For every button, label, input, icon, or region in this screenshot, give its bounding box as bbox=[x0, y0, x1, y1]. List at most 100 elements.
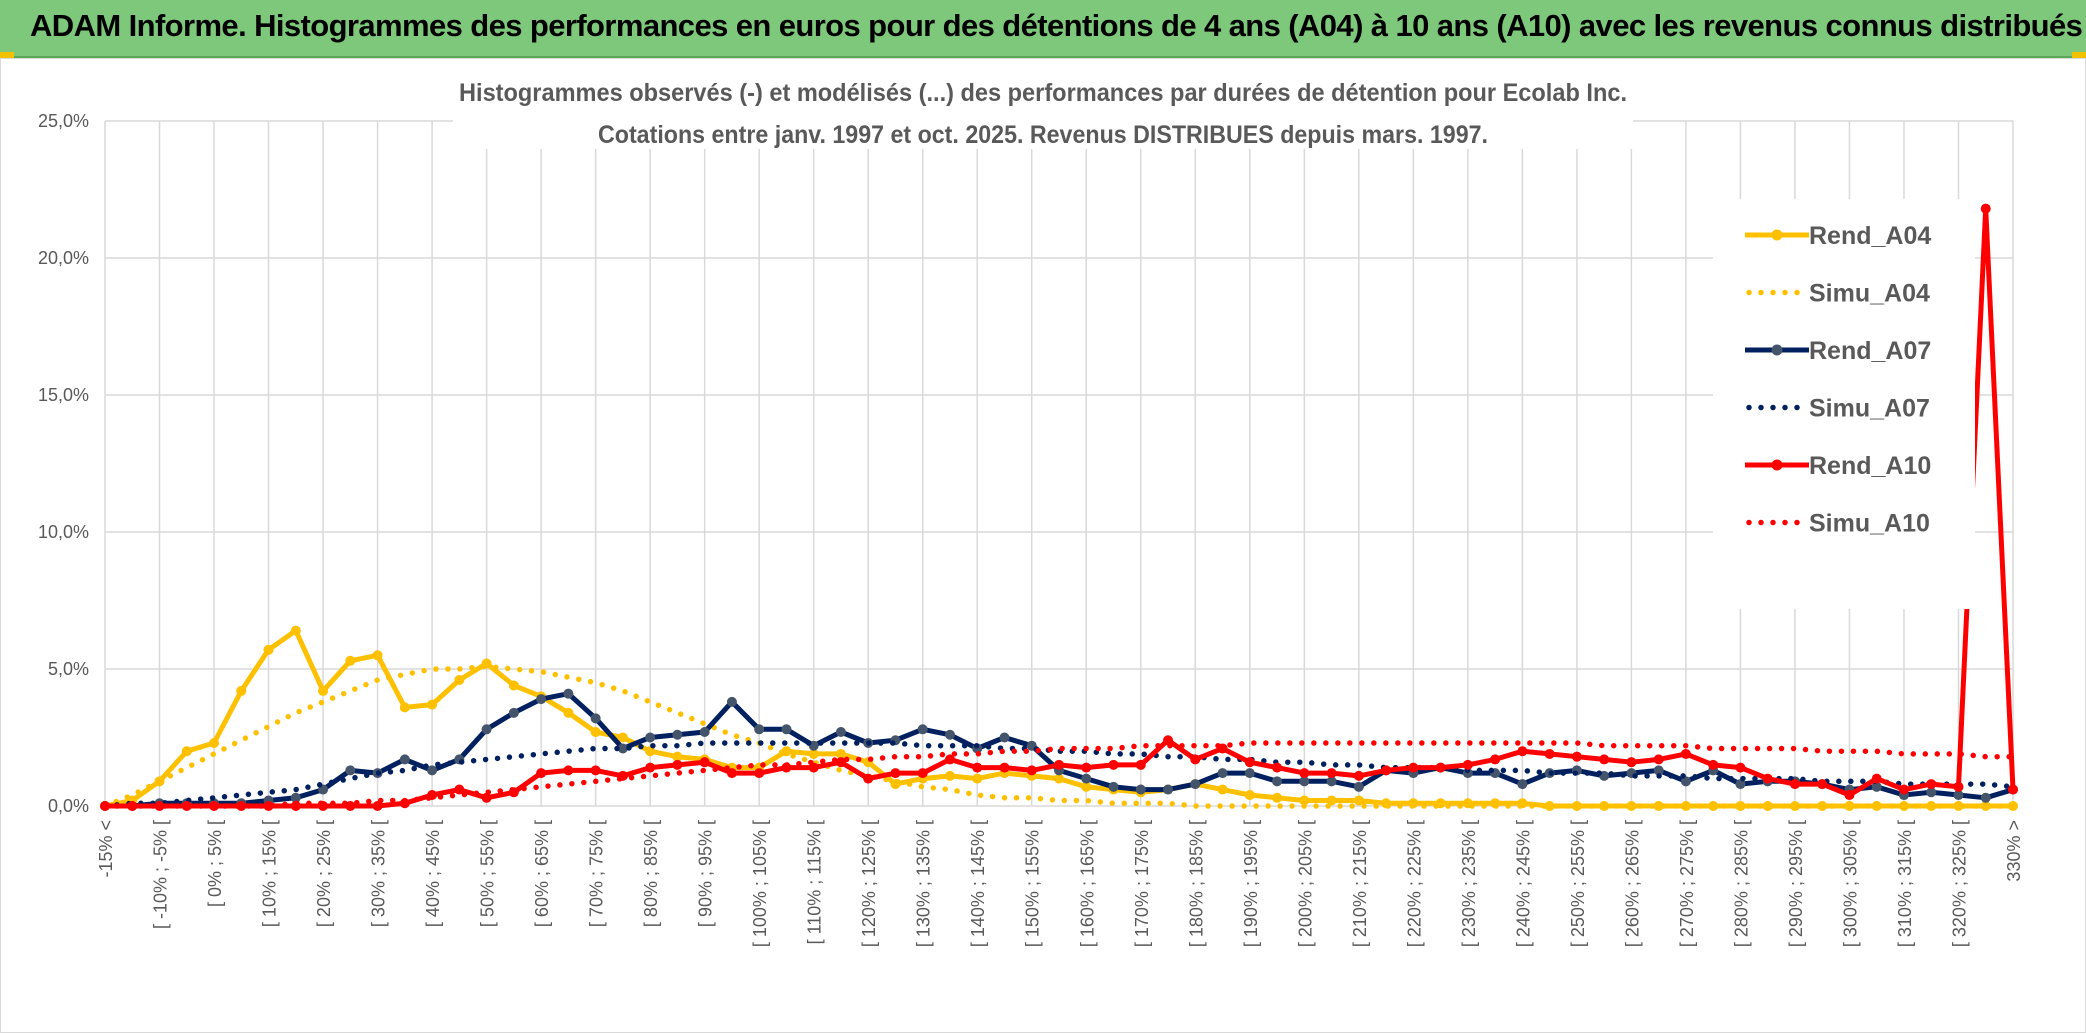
data-point-rend-a10 bbox=[1599, 754, 1610, 765]
data-point-rend-a04 bbox=[1244, 790, 1255, 801]
data-point-rend-a10 bbox=[1054, 759, 1064, 770]
data-point-rend-a10 bbox=[726, 768, 737, 779]
data-point-rend-a10 bbox=[999, 762, 1010, 773]
data-point-rend-a07 bbox=[1108, 781, 1119, 792]
data-point-rend-a10 bbox=[863, 773, 874, 784]
data-point-rend-a04 bbox=[372, 650, 383, 661]
data-point-rend-a10 bbox=[645, 762, 656, 773]
x-tick-label: [ 150% ; 155% [ bbox=[1023, 820, 1043, 947]
data-point-rend-a10 bbox=[1680, 748, 1691, 759]
legend-label: Simu_A04 bbox=[1809, 280, 1930, 308]
x-tick-label: [ 0% ; 5% [ bbox=[205, 820, 225, 907]
data-point-rend-a10 bbox=[1490, 754, 1501, 765]
data-point-rend-a04 bbox=[1299, 795, 1310, 806]
data-point-rend-a10 bbox=[263, 801, 274, 811]
legend-label: Simu_A07 bbox=[1809, 395, 1930, 423]
data-point-rend-a07 bbox=[1653, 765, 1664, 776]
data-point-rend-a10 bbox=[1190, 754, 1201, 765]
data-point-rend-a10 bbox=[1626, 757, 1637, 768]
x-tick-label: [ 180% ; 185% [ bbox=[1186, 820, 1206, 947]
data-point-rend-a04 bbox=[345, 655, 356, 666]
data-point-rend-a10 bbox=[1135, 759, 1146, 770]
x-tick-label: [ 260% ; 265% [ bbox=[1622, 820, 1642, 947]
data-point-rend-a10 bbox=[1817, 779, 1828, 790]
data-point-rend-a07 bbox=[944, 729, 955, 740]
data-point-rend-a10 bbox=[154, 801, 165, 811]
data-point-rend-a10 bbox=[754, 768, 765, 779]
x-tick-label: [ 200% ; 205% [ bbox=[1295, 820, 1315, 947]
series-line-simu-a04 bbox=[102, 663, 2016, 809]
x-tick-label: [ 160% ; 165% [ bbox=[1077, 820, 1097, 947]
data-point-rend-a04 bbox=[672, 751, 683, 762]
chart-title-line: Histogrammes observés (-) et modélisés (… bbox=[459, 79, 1627, 107]
data-point-rend-a10 bbox=[917, 768, 928, 779]
data-point-rend-a10 bbox=[345, 801, 356, 811]
data-point-rend-a04 bbox=[290, 625, 301, 636]
x-tick-label: [ 20% ; 25% [ bbox=[314, 820, 334, 927]
data-point-rend-a04 bbox=[590, 727, 601, 738]
x-tick-label: [ 120% ; 125% [ bbox=[859, 820, 879, 947]
x-axis-ticks: -15% < [ -10% ; -5% [[ 0% ; 5% [[ 10% ; 1… bbox=[96, 820, 2024, 947]
data-point-rend-a07 bbox=[1326, 776, 1337, 787]
data-point-rend-a07 bbox=[1953, 790, 1964, 801]
data-point-rend-a10 bbox=[835, 757, 846, 768]
data-point-rend-a07 bbox=[1353, 781, 1364, 792]
data-point-rend-a10 bbox=[672, 759, 683, 770]
data-point-rend-a10 bbox=[1735, 762, 1746, 773]
data-point-rend-a10 bbox=[1026, 765, 1037, 776]
data-point-rend-a07 bbox=[672, 729, 683, 740]
data-point-rend-a04 bbox=[318, 685, 329, 696]
x-tick-label: [ 100% ; 105% [ bbox=[750, 820, 770, 947]
x-tick-label: [ 50% ; 55% [ bbox=[478, 820, 498, 927]
data-point-rend-a10 bbox=[454, 784, 465, 795]
x-tick-label: [ 320% ; 325% [ bbox=[1949, 820, 1969, 947]
y-tick-label: 0,0% bbox=[48, 796, 89, 816]
x-tick-label: 330% > bbox=[2004, 820, 2024, 882]
legend-swatch-marker bbox=[1771, 229, 1783, 241]
data-point-rend-a10 bbox=[1926, 779, 1937, 790]
y-tick-label: 10,0% bbox=[38, 522, 89, 542]
data-point-rend-a10 bbox=[236, 801, 247, 811]
legend: Rend_A04 Simu_A04 Rend_A07 Simu_A07 Rend_A10… bbox=[1713, 199, 1975, 609]
data-point-rend-a07 bbox=[1980, 792, 1991, 803]
data-point-rend-a10 bbox=[563, 765, 574, 776]
data-point-rend-a07 bbox=[754, 724, 765, 735]
data-point-rend-a04 bbox=[944, 770, 955, 781]
data-point-rend-a10 bbox=[972, 762, 983, 773]
data-point-rend-a10 bbox=[1326, 768, 1337, 779]
x-tick-label: [ 130% ; 135% [ bbox=[914, 820, 934, 947]
series-line-simu-a10 bbox=[102, 740, 2016, 809]
page-banner: ADAM Informe. Histogrammes des performan… bbox=[0, 0, 2086, 58]
x-tick-label: [ 90% ; 95% [ bbox=[696, 820, 716, 927]
x-tick-label: [ -10% ; -5% [ bbox=[151, 820, 171, 929]
data-point-rend-a07 bbox=[590, 713, 601, 724]
legend-label: Rend_A10 bbox=[1809, 452, 1931, 480]
chart-area: 25,0% 20,0% 15,0% 10,0% 5,0% 0,0% Histogramme… bbox=[0, 58, 2086, 1033]
corner-mark-left bbox=[0, 52, 14, 58]
data-point-rend-a10 bbox=[1163, 735, 1174, 746]
legend-swatch-marker bbox=[1771, 344, 1783, 356]
title-background bbox=[453, 79, 1633, 149]
x-tick-label: [ 290% ; 295% [ bbox=[1786, 820, 1806, 947]
data-point-rend-a10 bbox=[1081, 762, 1092, 773]
data-point-rend-a10 bbox=[536, 768, 547, 779]
data-point-rend-a07 bbox=[699, 727, 710, 738]
data-point-rend-a10 bbox=[1571, 751, 1582, 762]
data-point-rend-a10 bbox=[944, 754, 955, 765]
x-tick-label: [ 210% ; 215% [ bbox=[1350, 820, 1370, 947]
x-tick-label: [ 190% ; 195% [ bbox=[1241, 820, 1261, 947]
data-point-rend-a04 bbox=[1081, 781, 1092, 792]
data-point-rend-a10 bbox=[1353, 770, 1364, 781]
data-point-rend-a07 bbox=[345, 765, 356, 776]
data-point-rend-a07 bbox=[427, 765, 438, 776]
data-point-rend-a07 bbox=[1735, 779, 1746, 790]
data-point-rend-a04 bbox=[427, 699, 438, 710]
data-point-rend-a07 bbox=[1680, 776, 1691, 787]
data-point-rend-a07 bbox=[999, 732, 1010, 743]
legend-background bbox=[1713, 199, 1975, 609]
data-point-rend-a04 bbox=[508, 680, 519, 691]
data-point-rend-a07 bbox=[726, 696, 737, 707]
data-point-rend-a07 bbox=[399, 754, 410, 765]
chart-title: Histogrammes observés (-) et modélisés (… bbox=[453, 79, 1633, 149]
data-point-rend-a10 bbox=[1953, 781, 1964, 792]
